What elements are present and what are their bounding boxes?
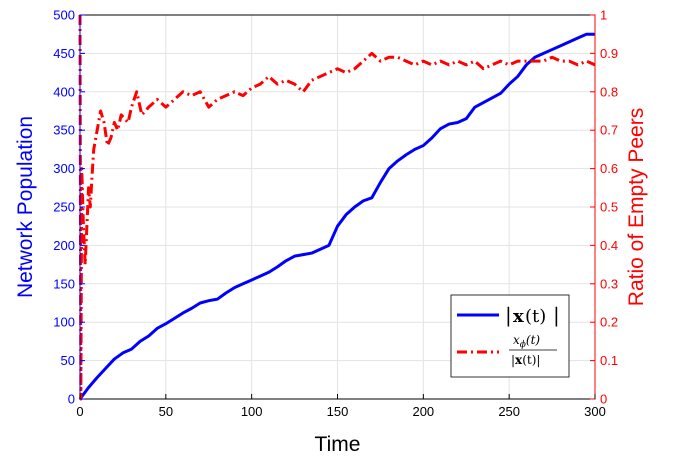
svg-text:xϕ(t): xϕ(t) — [513, 333, 540, 350]
y-right-tick-label: 0.9 — [600, 46, 618, 61]
x-tick-label: 200 — [412, 404, 434, 419]
y-left-tick-label: 400 — [53, 84, 75, 99]
y-right-tick-label: 0 — [600, 392, 607, 407]
y-right-tick-label: 0.7 — [600, 123, 618, 138]
x-tick-label: 100 — [241, 404, 263, 419]
y-right-tick-label: 0.2 — [600, 315, 618, 330]
y-left-tick-label: 500 — [53, 8, 75, 23]
x-tick-label: 150 — [327, 404, 349, 419]
y-left-tick-label: 350 — [53, 123, 75, 138]
y-axis-right: 0 0.1 0.2 0.3 0.4 0.5 0.6 0.7 0.8 0.9 1 — [590, 8, 618, 407]
y-left-tick-label: 50 — [61, 353, 75, 368]
y-axis-right-label: Ratio of Empty Peers — [625, 108, 648, 306]
x-tick-label: 300 — [584, 404, 606, 419]
legend: | x (t) | xϕ(t) |x(t)| — [450, 294, 570, 378]
x-axis: 0 50 100 150 200 250 300 — [76, 394, 606, 419]
y-right-tick-label: 1 — [600, 8, 607, 23]
x-tick-label: 250 — [498, 404, 520, 419]
series-layer — [78, 14, 596, 401]
x-tick-label: 0 — [76, 404, 83, 419]
svg-text:(t): (t) — [525, 306, 546, 327]
y-right-tick-label: 0.1 — [600, 353, 618, 368]
legend-box — [450, 294, 570, 378]
y-right-tick-label: 0.8 — [600, 84, 618, 99]
legend-label-population: | x (t) | — [505, 303, 560, 328]
y-axis-left: 0 50 100 150 200 250 300 350 400 450 500 — [53, 8, 85, 407]
y-left-tick-label: 200 — [53, 238, 75, 253]
y-axis-left-label: Network Population — [14, 116, 37, 298]
legend-label-empty-ratio: xϕ(t) |x(t)| — [509, 333, 557, 367]
y-right-tick-label: 0.5 — [600, 200, 618, 215]
series-population-line — [78, 32, 595, 400]
y-left-tick-label: 100 — [53, 315, 75, 330]
svg-text:|: | — [553, 303, 560, 328]
svg-text:|: | — [505, 303, 512, 328]
y-left-tick-label: 150 — [53, 276, 75, 291]
y-left-tick-label: 300 — [53, 161, 75, 176]
y-right-tick-label: 0.3 — [600, 276, 618, 291]
series-empty-ratio-line — [78, 14, 596, 401]
x-tick-label: 50 — [159, 404, 173, 419]
svg-text:|x(t)|: |x(t)| — [511, 353, 540, 367]
svg-text:x: x — [513, 306, 524, 327]
y-left-tick-label: 0 — [68, 392, 75, 407]
y-left-tick-label: 250 — [53, 200, 75, 215]
x-axis-label: Time — [315, 433, 361, 456]
y-right-tick-label: 0.6 — [600, 161, 618, 176]
y-left-tick-label: 450 — [53, 46, 75, 61]
y-right-tick-label: 0.4 — [600, 238, 618, 253]
